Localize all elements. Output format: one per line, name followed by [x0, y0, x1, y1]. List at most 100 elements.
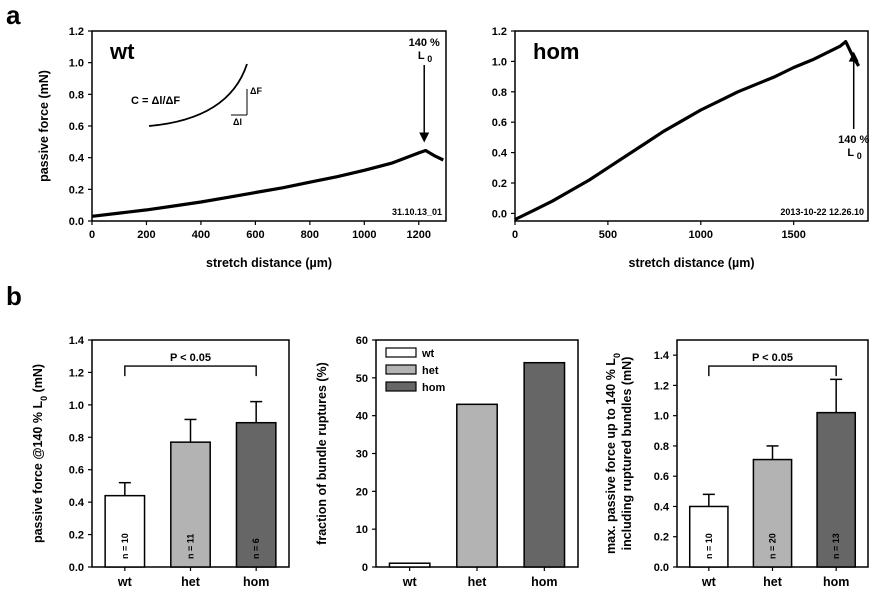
- b3-ytick-label: 1.2: [654, 380, 669, 392]
- a1-frame: [91, 30, 447, 222]
- a2-stamp: 2013-10-22 12.26.10: [780, 207, 864, 217]
- b1-pvalue: P < 0.05: [170, 352, 211, 364]
- a1-y-axis-label: passive force (mN): [37, 70, 51, 182]
- b3-xtick-label: het: [763, 575, 783, 589]
- b1-ytick-label: 0.0: [69, 562, 84, 574]
- a1-xtick-label: 600: [246, 229, 264, 241]
- a2-xtick-label: 500: [599, 229, 617, 241]
- b3-ytick-label: 0.2: [654, 532, 669, 544]
- a1-xtick-label: 200: [137, 229, 155, 241]
- b3-y-axis-label: max. passive force up to 140 % L0: [604, 353, 622, 554]
- b3-n-label: n = 13: [831, 533, 841, 559]
- b3-n-label: n = 10: [704, 533, 714, 559]
- a2-annotation-sub: 0: [857, 151, 862, 161]
- b2-bar-wt: [388, 562, 431, 568]
- b2-legend-swatch-wt: [385, 347, 417, 358]
- b2-ytick-label: 50: [356, 373, 368, 385]
- a2-annotation-arrowhead: [848, 51, 859, 62]
- a2-frame: [514, 30, 869, 222]
- b1-ytick-label: 1.2: [69, 367, 84, 379]
- b2-legend-swatch-het: [385, 364, 417, 375]
- a1-stamp: 31.10.13_01: [392, 207, 442, 217]
- b1-ytick-label: 0.6: [69, 465, 84, 477]
- b1-n-label: n = 6: [251, 538, 261, 559]
- a2-ytick-label: 1.2: [492, 26, 507, 38]
- b2-bar-het: [456, 403, 498, 568]
- b1-xtick-label: het: [181, 575, 201, 589]
- a1-annotation-sub: 0: [427, 54, 432, 64]
- a1-plot: 0 200 400 600 800 1000 1200 0.0 0.2 0.4 0.6 0.8 1.0 1…: [37, 26, 447, 270]
- b3-ytick-label: 0.0: [654, 562, 669, 574]
- b1-xtick-label: hom: [243, 575, 269, 589]
- a2-ytick-label: 0.8: [492, 87, 507, 99]
- a1-inset-curve: [148, 63, 248, 127]
- b2-ytick-label: 20: [356, 486, 368, 498]
- b3-ytick-label: 0.6: [654, 471, 669, 483]
- b1-plot: 0.0 0.2 0.4 0.6 0.8 1.0 1.2 1.4 wt n = 10 het n = 1…: [31, 335, 290, 589]
- a2-xtick-label: 0: [512, 229, 518, 241]
- a2-title: hom: [533, 39, 579, 64]
- b2-legend-label: het: [422, 365, 439, 377]
- b1-n-label: n = 10: [120, 533, 130, 559]
- b1-ytick-label: 1.0: [69, 400, 84, 412]
- b1-ytick-label: 1.4: [69, 335, 85, 347]
- b1-ytick-label: 0.2: [69, 530, 84, 542]
- b3-ytick-label: 1.4: [654, 350, 670, 362]
- b2-ytick-label: 10: [356, 524, 368, 536]
- a2-ytick-label: 1.0: [492, 56, 507, 68]
- a1-annotation-arrowhead: [419, 132, 430, 143]
- b2-ytick-label: 60: [356, 335, 368, 347]
- a1-xtick-label: 1000: [352, 229, 376, 241]
- b1-xtick-label: wt: [117, 575, 133, 589]
- b2-plot: 0 10 20 30 40 50 60 wt het hom wt het hom fraction of…: [315, 335, 579, 589]
- a2-annotation-pct: 140 %: [838, 134, 869, 146]
- a1-annotation-pct: 140 %: [409, 37, 440, 49]
- b3-ytick-label: 0.8: [654, 441, 669, 453]
- a1-ytick-label: 0.0: [69, 216, 84, 228]
- b2-ytick-label: 0: [362, 562, 368, 574]
- a2-series-line: [514, 40, 861, 221]
- b3-bar-wt: [688, 505, 729, 568]
- a2-xtick-label: 1500: [781, 229, 805, 241]
- panel-label-a: a: [6, 0, 21, 30]
- a1-xtick-label: 400: [192, 229, 210, 241]
- b3-xtick-label: wt: [701, 575, 717, 589]
- b2-xtick-label: wt: [402, 575, 418, 589]
- a1-x-axis-label: stretch distance (µm): [206, 256, 332, 270]
- b3-xtick-label: hom: [823, 575, 849, 589]
- b1-n-label: n = 11: [186, 534, 196, 559]
- a1-annotation-l: L: [418, 50, 425, 62]
- a1-inset-df: ΔF: [250, 86, 262, 96]
- b3-pvalue-bracket: [708, 365, 837, 377]
- b3-ytick-label: 1.0: [654, 411, 669, 423]
- b1-y-axis-label: passive force @140 % L0 (mN): [31, 364, 49, 543]
- a2-ytick-label: 0.4: [492, 148, 508, 160]
- a2-plot: 0 500 1000 1500 0.0 0.2 0.4 0.6 0.8 1.0 1.2 stretch…: [492, 26, 870, 270]
- b1-ytick-label: 0.4: [69, 497, 85, 509]
- b2-xtick-label: hom: [531, 575, 557, 589]
- b3-n-label: n = 20: [768, 533, 778, 559]
- b2-ytick-label: 30: [356, 449, 368, 461]
- b1-ytick-label: 0.8: [69, 432, 84, 444]
- a1-inset-dl: Δl: [233, 117, 242, 127]
- b2-legend-label: wt: [421, 348, 435, 360]
- a2-annotation-l: L: [847, 147, 854, 159]
- a2-ytick-label: 0.6: [492, 117, 507, 129]
- a1-ytick-label: 0.6: [69, 121, 84, 133]
- b2-ytick-label: 40: [356, 411, 368, 423]
- b1-pvalue-bracket: [124, 365, 257, 377]
- a1-ytick-label: 0.2: [69, 184, 84, 196]
- a2-x-axis-label: stretch distance (µm): [629, 256, 755, 270]
- panel-label-b: b: [6, 281, 22, 311]
- a1-xtick-label: 800: [301, 229, 319, 241]
- b3-y-axis-label-2: including ruptured bundles (mN): [620, 357, 634, 551]
- a1-xtick-label: 1200: [407, 229, 431, 241]
- b3-ytick-label: 0.4: [654, 501, 670, 513]
- a1-series-line: [91, 148, 444, 218]
- a1-ytick-label: 0.4: [69, 153, 85, 165]
- a2-xtick-label: 1000: [689, 229, 713, 241]
- b2-xtick-label: het: [468, 575, 488, 589]
- a1-ytick-label: 0.8: [69, 89, 84, 101]
- b2-y-axis-label: fraction of bundle ruptures (%): [315, 362, 329, 545]
